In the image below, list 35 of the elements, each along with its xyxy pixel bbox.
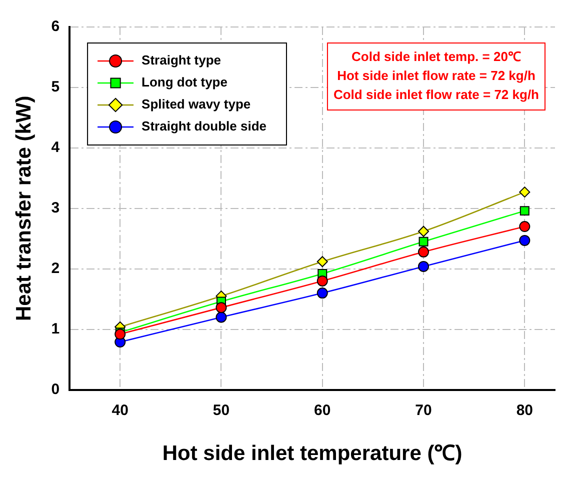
y-tick-label: 0 bbox=[51, 380, 60, 398]
point bbox=[316, 256, 328, 268]
annotation: Cold side inlet temp. = 20℃ bbox=[352, 49, 521, 64]
point bbox=[418, 260, 430, 272]
x-axis-title: Hot side inlet temperature (℃) bbox=[162, 442, 462, 466]
y-tick-label: 2 bbox=[51, 260, 60, 278]
point bbox=[418, 236, 428, 246]
y-tick-label: 5 bbox=[51, 78, 60, 96]
annotation: Hot side inlet flow rate = 72 kg/h bbox=[337, 68, 536, 84]
point bbox=[520, 206, 530, 216]
x-tick-label: 60 bbox=[314, 402, 331, 419]
point bbox=[216, 312, 227, 323]
point bbox=[418, 246, 430, 258]
y-tick-label: 3 bbox=[51, 200, 60, 217]
point bbox=[316, 275, 328, 286]
point bbox=[114, 328, 126, 340]
legend-label: Straight type bbox=[142, 52, 222, 68]
point bbox=[316, 288, 328, 299]
annotation: Cold side inlet flow rate = 72 kg/h bbox=[333, 87, 540, 102]
x-tick-label: 70 bbox=[415, 402, 432, 419]
y-tick-label: 1 bbox=[51, 320, 60, 338]
x-tick-label: 80 bbox=[516, 402, 534, 419]
legend-label: Straight double side bbox=[142, 118, 267, 134]
y-tick-label: 4 bbox=[51, 139, 60, 156]
x-tick-label: 40 bbox=[112, 402, 128, 419]
point bbox=[519, 186, 530, 198]
point bbox=[519, 234, 530, 246]
point bbox=[418, 226, 430, 237]
legend-label: Splited wavy type bbox=[142, 96, 251, 112]
y-tick-label: 6 bbox=[51, 18, 60, 36]
x-tick-label: 50 bbox=[212, 402, 230, 419]
point bbox=[519, 221, 530, 232]
point bbox=[216, 302, 227, 314]
y-axis-title: Heat transfer rate (kW) bbox=[12, 96, 36, 322]
legend-label: Long dot type bbox=[142, 74, 228, 90]
